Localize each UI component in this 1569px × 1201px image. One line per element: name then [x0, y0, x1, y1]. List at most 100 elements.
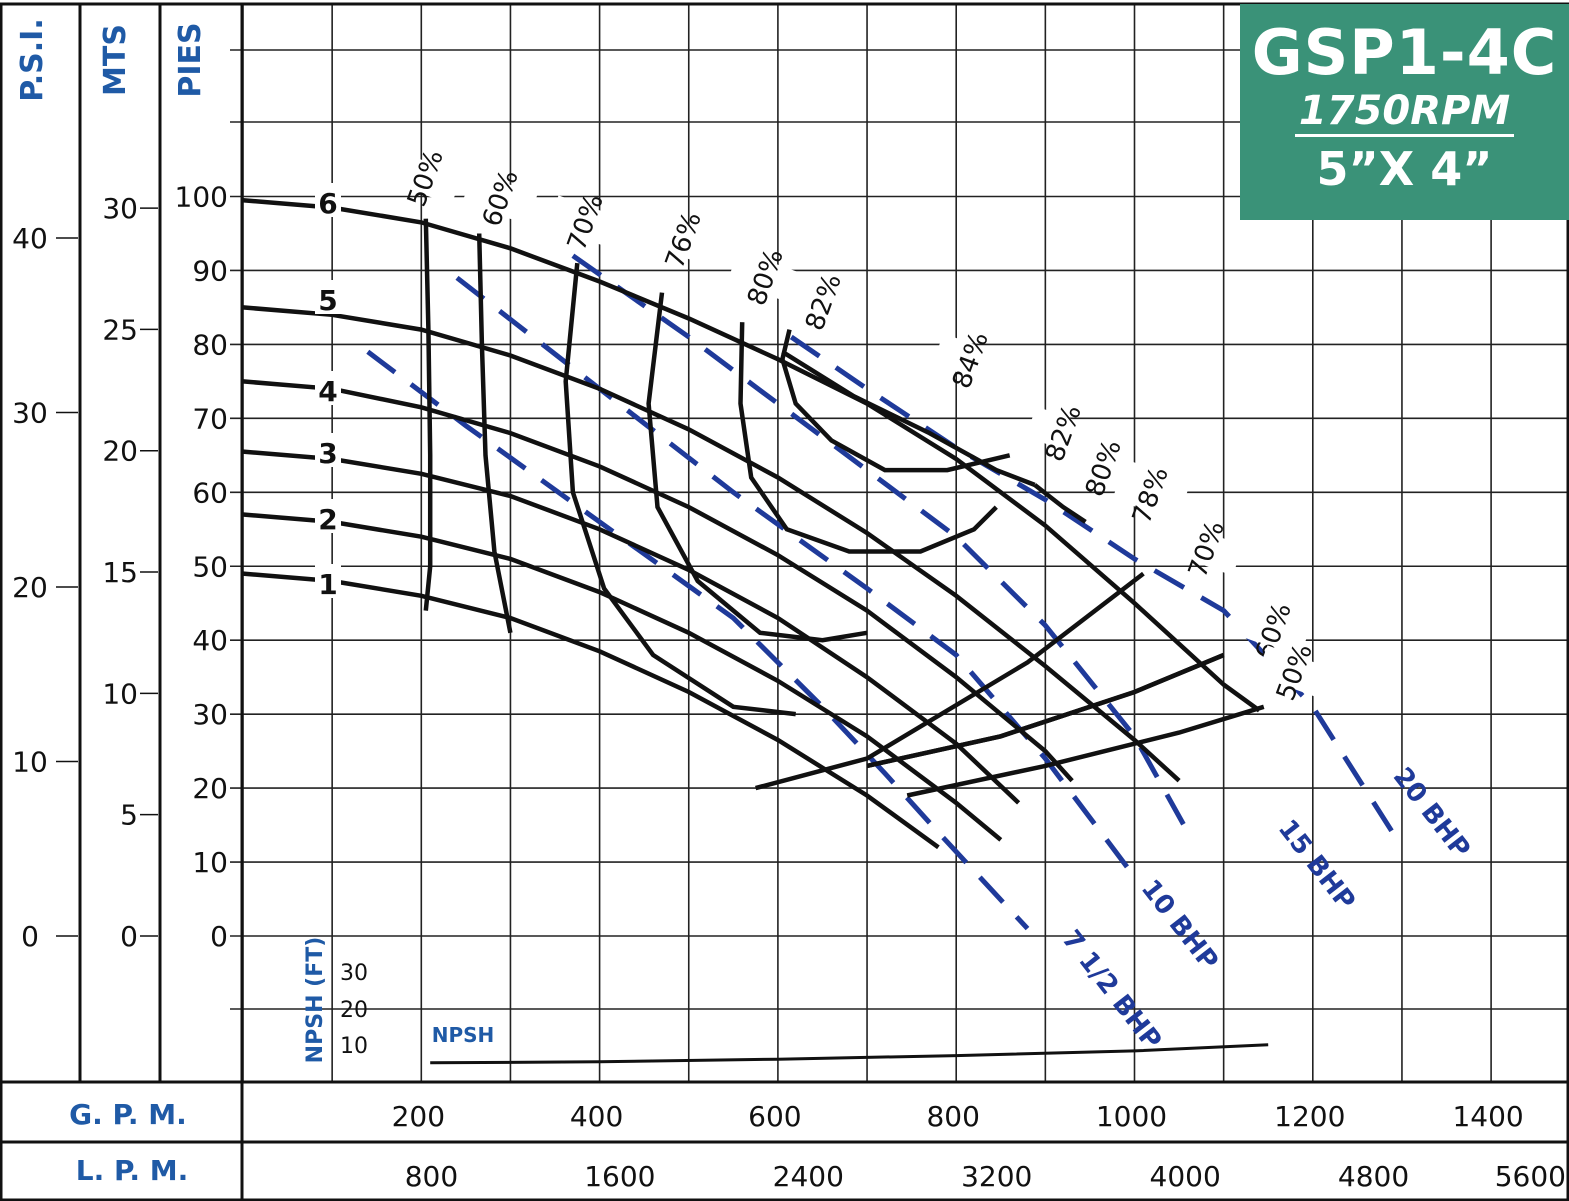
lpm-tick-label: 1600 [584, 1160, 655, 1193]
head-curve-label: 2 [318, 503, 337, 536]
head-curve-label: 6 [318, 187, 337, 220]
gpm-tick-label: 1000 [1096, 1100, 1167, 1133]
npsh-curve [430, 1043, 1269, 1065]
efficiency-curve [738, 322, 998, 554]
lpm-axis-title: L. P. M. [76, 1154, 189, 1187]
head-curve-label: 3 [318, 437, 337, 470]
psi-tick-label: 20 [12, 571, 48, 604]
head-curve-label: 5 [318, 284, 337, 317]
efficiency-curve [563, 262, 796, 717]
lpm-tick-label: 800 [405, 1160, 458, 1193]
tick-labels: P.S.I. MTS PIES403020100302520151050100908… [12, 18, 1566, 1193]
head-curve [242, 305, 1181, 783]
head-label-bg [315, 371, 341, 405]
pies-tick-label: 20 [192, 772, 228, 805]
efficiency-curve [781, 349, 1036, 487]
bhp-label: 15 BHP [1272, 814, 1361, 916]
psi-tick-label: 40 [12, 222, 48, 255]
gpm-tick-label: 400 [570, 1100, 623, 1133]
efficiency-curve [866, 652, 1225, 769]
head-curve [242, 571, 940, 850]
mts-tick-label: 20 [102, 435, 138, 468]
axis-title-2: PIES [173, 22, 208, 97]
efficiency-curve [476, 233, 513, 634]
bhp-label: 7 1/2 BHP [1056, 925, 1167, 1056]
mts-tick-label: 25 [102, 313, 138, 346]
mts-tick-label: 10 [102, 677, 138, 710]
bhp-line [789, 334, 1405, 849]
bhp-label: 10 BHP [1135, 874, 1224, 976]
pies-tick-label: 100 [175, 181, 228, 214]
head-curve [242, 379, 1074, 783]
mts-tick-label: 5 [120, 799, 138, 832]
head-curve-label: 4 [318, 375, 337, 408]
head-label-bg [315, 280, 341, 314]
head-curve-label: 1 [318, 568, 337, 601]
eff-label-bg [645, 213, 721, 267]
pies-tick-label: 70 [192, 402, 228, 435]
npsh-curve-label: NPSH [432, 1023, 495, 1047]
pies-tick-label: 0 [210, 920, 228, 953]
mts-tick-label: 30 [102, 192, 138, 225]
bhp-label: 20 BHP [1387, 762, 1476, 864]
psi-tick-label: 30 [12, 397, 48, 430]
gpm-axis-title: G. P. M. [69, 1098, 187, 1131]
lpm-tick-label: 5600 [1495, 1160, 1566, 1193]
mts-tick-label: 15 [102, 556, 138, 589]
curves [242, 197, 1405, 1065]
gpm-tick-label: 1400 [1452, 1100, 1523, 1133]
head-label-bg [315, 433, 341, 467]
gpm-tick-label: 800 [926, 1100, 979, 1133]
efficiency-curve [1033, 483, 1087, 524]
bhp-line [571, 253, 1191, 834]
bhp-line [366, 349, 1030, 931]
axis-title-0: P.S.I. [15, 18, 50, 101]
rpm-label: 1750RPM [1294, 88, 1515, 137]
lpm-tick-label: 3200 [961, 1160, 1032, 1193]
pies-tick-label: 10 [192, 846, 228, 879]
pies-tick-label: 40 [192, 624, 228, 657]
head-label-bg [315, 564, 341, 598]
npsh-tick-label: 10 [340, 1034, 368, 1059]
efficiency-curve [780, 329, 1011, 473]
psi-tick-label: 0 [21, 920, 39, 953]
psi-tick-label: 10 [12, 746, 48, 779]
npsh-tick-label: 30 [340, 961, 368, 986]
efficiency-curve [755, 571, 1145, 791]
grid [230, 4, 1569, 1082]
npsh-tick-label: 20 [340, 998, 368, 1023]
lpm-tick-label: 4000 [1150, 1160, 1221, 1193]
gpm-tick-label: 1200 [1274, 1100, 1345, 1133]
gpm-tick-label: 600 [748, 1100, 801, 1133]
model-title-box: GSP1-4C 1750RPM 5”X 4” [1240, 4, 1569, 220]
eff-label-bg [387, 151, 463, 205]
eff-label-bg [932, 333, 1008, 387]
lpm-tick-label: 2400 [773, 1160, 844, 1193]
pies-tick-label: 50 [192, 550, 228, 583]
eff-label-bg [1168, 522, 1244, 576]
efficiency-curve [423, 218, 433, 611]
pies-tick-label: 60 [192, 476, 228, 509]
gpm-tick-label: 200 [392, 1100, 445, 1133]
pies-tick-label: 80 [192, 328, 228, 361]
head-curve [242, 197, 1261, 713]
eff-label-bg [1256, 645, 1332, 699]
npsh-axis-title: NPSH (FT) [303, 937, 328, 1064]
lpm-tick-label: 4800 [1338, 1160, 1409, 1193]
pies-tick-label: 30 [192, 698, 228, 731]
pies-tick-label: 90 [192, 254, 228, 287]
head-curve [242, 512, 1003, 842]
mts-tick-label: 0 [120, 920, 138, 953]
eff-label-bg [1112, 468, 1188, 522]
eff-label-bg [547, 195, 623, 249]
eff-label-bg [462, 171, 538, 225]
model-name: GSP1-4C [1251, 16, 1558, 89]
head-label-bg [315, 183, 341, 217]
efficiency-curve [646, 292, 868, 643]
head-curve [242, 449, 1021, 805]
